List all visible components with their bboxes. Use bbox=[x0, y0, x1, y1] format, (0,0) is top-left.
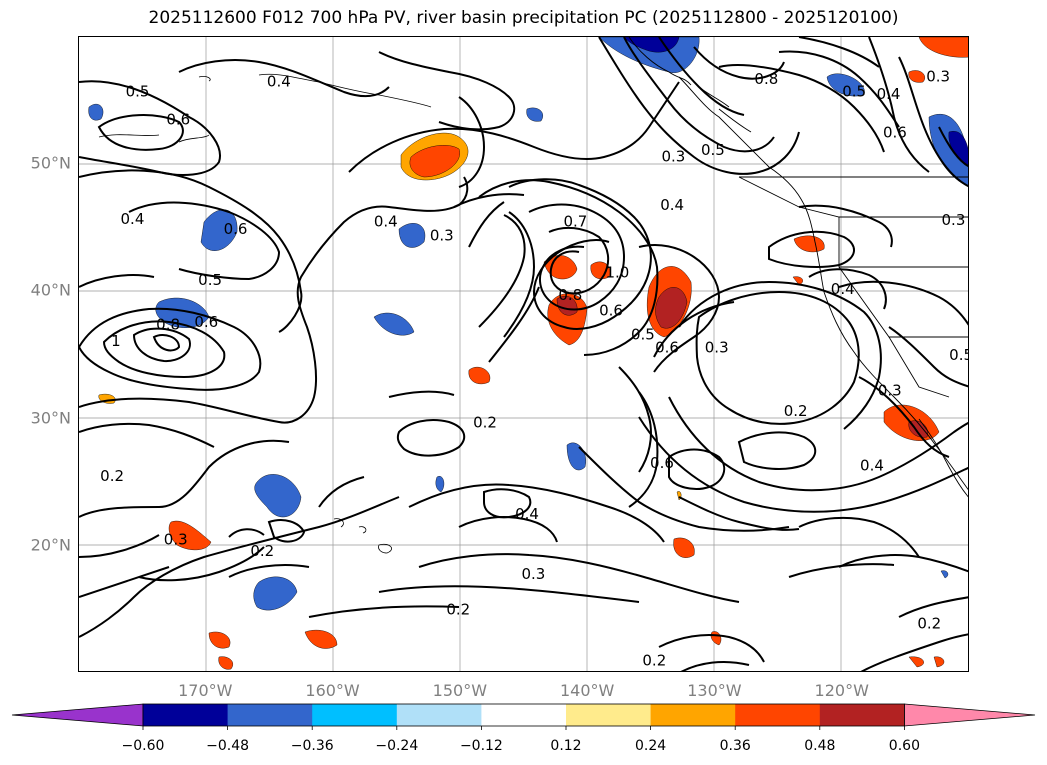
contour-label: 0.8 bbox=[558, 286, 582, 304]
lon-label: 120°W bbox=[814, 681, 869, 700]
contour-label: 0.4 bbox=[267, 73, 291, 91]
contour-label: 0.3 bbox=[430, 226, 454, 244]
colorbar-tick-label: −0.24 bbox=[375, 738, 419, 754]
contour-label: 0.2 bbox=[250, 542, 274, 560]
contour-label-layer: 0.50.60.40.40.60.50.8 0.610.40.30.30.40.7… bbox=[100, 67, 969, 669]
contour-label: 1 bbox=[111, 332, 121, 350]
colorbar-tick-label: 0.24 bbox=[635, 738, 667, 754]
colorbar-frame bbox=[142, 703, 905, 727]
map-title: 2025112600 F012 700 hPa PV, river basin … bbox=[148, 8, 899, 28]
contour-label: 0.3 bbox=[878, 382, 902, 400]
colorbar-cell bbox=[819, 704, 905, 726]
colorbar-cell bbox=[481, 704, 567, 726]
contour-label: 0.3 bbox=[926, 67, 950, 85]
colorbar-cell bbox=[227, 704, 313, 726]
map-panel[interactable]: 0.5 0.6 0.4 0.4 0.6 0.5 0.8 0.6 1 0.4 0.3 0.3 0.4 0.7… bbox=[78, 36, 969, 672]
contour-label: 0.2 bbox=[784, 402, 808, 420]
contour-label: 0.5 bbox=[701, 141, 725, 159]
lon-label: 130°W bbox=[687, 681, 742, 700]
contour-label: 0.2 bbox=[473, 413, 497, 431]
contour-label: 0.4 bbox=[121, 210, 145, 228]
colorbar-cell bbox=[143, 704, 229, 726]
colorbar-tick-label: −0.60 bbox=[121, 738, 165, 754]
colorbar-tick-label: 0.60 bbox=[888, 738, 920, 754]
contour-label: 0.5 bbox=[949, 346, 969, 364]
colorbar-cell bbox=[396, 704, 482, 726]
colorbar-tick-label: −0.48 bbox=[206, 738, 250, 754]
precip-positive bbox=[98, 37, 968, 670]
lon-label: 170°W bbox=[178, 681, 233, 700]
contour-label: 0.5 bbox=[126, 83, 150, 101]
colorbar-tick-label: −0.36 bbox=[290, 738, 334, 754]
lon-label: 160°W bbox=[305, 681, 360, 700]
contour-label: 0.2 bbox=[642, 651, 666, 669]
contour-label: 0.3 bbox=[705, 338, 729, 356]
contour-label: 0.3 bbox=[521, 565, 545, 583]
colorbar-extend-low bbox=[11, 703, 144, 727]
lat-label: 30°N bbox=[30, 408, 71, 428]
colorbar-tick-label: −0.12 bbox=[459, 738, 503, 754]
contour-label: 0.8 bbox=[156, 315, 180, 333]
colorbar-extend-high bbox=[904, 703, 1036, 727]
contour-label: 0.5 bbox=[842, 83, 866, 101]
contour-label: 0.8 bbox=[754, 70, 778, 88]
colorbar-cell bbox=[650, 704, 736, 726]
contour-label: 1.0 bbox=[605, 263, 629, 281]
coastlines bbox=[628, 37, 968, 498]
contour-label: 0.3 bbox=[164, 530, 188, 548]
contour-label: 0.7 bbox=[563, 212, 587, 230]
precip-negative bbox=[88, 37, 968, 611]
contour-label: 0.3 bbox=[661, 148, 685, 166]
contour-label: 0.4 bbox=[515, 505, 539, 523]
contour-label: 0.6 bbox=[655, 338, 679, 356]
contour-label: 0.4 bbox=[660, 196, 684, 214]
lat-label: 40°N bbox=[30, 280, 71, 300]
lon-label: 150°W bbox=[432, 681, 488, 700]
colorbar-tick-label: 0.48 bbox=[804, 738, 836, 754]
colorbar-cell bbox=[735, 704, 821, 726]
map-canvas: 0.50.60.40.40.60.50.8 0.610.40.30.30.40.7… bbox=[79, 37, 969, 671]
contour-label: 0.2 bbox=[446, 600, 470, 618]
contour-label: 0.5 bbox=[631, 326, 655, 344]
contour-label: 0.6 bbox=[650, 454, 674, 472]
contour-label: 0.5 bbox=[198, 271, 222, 289]
contour-label: 0.6 bbox=[194, 313, 218, 331]
contour-label: 0.6 bbox=[166, 111, 190, 129]
contour-label: 0.6 bbox=[599, 301, 623, 319]
contour-label: 0.4 bbox=[374, 212, 398, 230]
pv-contours bbox=[79, 37, 968, 671]
lat-label: 50°N bbox=[30, 153, 71, 173]
lon-label: 140°W bbox=[559, 681, 615, 700]
colorbar-cell bbox=[312, 704, 398, 726]
colorbar-tick-label: 0.36 bbox=[719, 738, 751, 754]
contour-label: 0.3 bbox=[942, 211, 966, 229]
colorbar-tick-label: 0.12 bbox=[550, 738, 582, 754]
lat-label: 20°N bbox=[30, 535, 71, 555]
contour-label: 0.6 bbox=[224, 220, 248, 238]
contour-label: 0.6 bbox=[883, 123, 907, 141]
colorbar-cell bbox=[566, 704, 652, 726]
contour-label: 0.2 bbox=[917, 614, 941, 632]
contour-label: 0.4 bbox=[860, 457, 884, 475]
contour-label: 0.2 bbox=[100, 467, 124, 485]
contour-label: 0.4 bbox=[877, 85, 901, 103]
contour-label: 0.4 bbox=[831, 280, 855, 298]
